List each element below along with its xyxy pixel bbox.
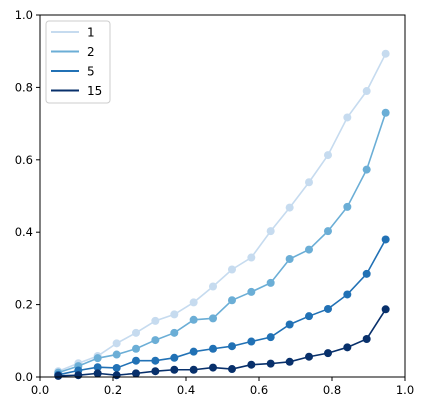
data-point xyxy=(266,278,275,287)
x-tick-label: 0.2 xyxy=(104,383,122,397)
y-tick-label: 0.0 xyxy=(15,370,33,384)
data-point xyxy=(170,353,179,362)
data-point xyxy=(227,296,236,305)
legend-item-1: 1 xyxy=(51,26,95,40)
data-point xyxy=(112,350,121,359)
series-line-5 xyxy=(58,239,387,376)
data-point xyxy=(227,265,236,274)
data-point xyxy=(266,333,275,342)
data-point xyxy=(285,357,294,366)
data-point xyxy=(209,344,218,353)
legend-box xyxy=(45,20,111,104)
data-point xyxy=(93,354,102,363)
data-point xyxy=(247,337,256,346)
data-point xyxy=(189,315,198,324)
data-point xyxy=(285,320,294,329)
data-point xyxy=(362,87,371,96)
data-point xyxy=(323,151,332,160)
data-point xyxy=(112,339,121,348)
legend: 1 2 5 15 xyxy=(45,20,111,104)
y-tick-label: 1.0 xyxy=(15,8,33,22)
data-point xyxy=(285,254,294,263)
legend-item-5: 5 xyxy=(51,65,95,79)
data-point xyxy=(189,298,198,307)
x-tick-label: 1.0 xyxy=(396,383,414,397)
data-point xyxy=(247,253,256,262)
data-point xyxy=(170,365,179,374)
data-point xyxy=(151,336,160,345)
data-point xyxy=(305,312,313,321)
data-point xyxy=(189,347,198,356)
data-point xyxy=(74,371,83,380)
data-point xyxy=(247,360,256,369)
y-axis: 0.0 0.2 0.4 0.6 0.8 1.0 xyxy=(15,8,40,384)
plot-frame xyxy=(39,14,406,378)
data-point xyxy=(343,290,352,299)
data-point xyxy=(227,342,236,351)
series-line-15 xyxy=(58,308,387,377)
data-point xyxy=(132,356,140,365)
data-point xyxy=(247,287,256,296)
data-point xyxy=(170,310,179,319)
x-tick-label: 0.8 xyxy=(323,383,341,397)
data-point xyxy=(189,365,198,374)
data-point xyxy=(343,113,352,122)
legend-label: 5 xyxy=(87,65,95,79)
series-1 xyxy=(54,49,390,376)
legend-item-2: 2 xyxy=(51,45,95,59)
data-point xyxy=(323,349,332,358)
series-layer xyxy=(54,49,390,380)
data-point xyxy=(112,363,121,372)
data-point xyxy=(266,227,275,236)
series-15 xyxy=(54,305,390,380)
x-axis: 0.0 0.2 0.4 0.6 0.8 1.0 xyxy=(31,377,414,397)
data-point xyxy=(323,227,332,236)
data-point xyxy=(362,269,371,278)
data-point xyxy=(381,49,390,58)
data-point xyxy=(54,371,63,380)
series-2 xyxy=(54,108,390,377)
y-tick-label: 0.4 xyxy=(15,225,33,239)
y-tick-label: 0.6 xyxy=(15,153,33,167)
series-5 xyxy=(54,235,390,379)
data-point xyxy=(323,304,332,313)
data-point xyxy=(151,367,160,376)
data-point xyxy=(93,369,102,378)
data-point xyxy=(362,334,371,343)
legend-label: 1 xyxy=(87,26,95,40)
data-point xyxy=(170,328,179,337)
data-point xyxy=(93,363,102,372)
data-point xyxy=(285,203,294,212)
data-point xyxy=(209,363,218,372)
x-tick-label: 0.4 xyxy=(177,383,195,397)
data-point xyxy=(381,305,390,314)
data-point xyxy=(305,178,313,187)
data-point xyxy=(381,108,390,117)
data-point xyxy=(305,245,313,254)
data-point xyxy=(343,202,352,211)
data-point xyxy=(266,359,275,368)
data-point xyxy=(305,352,313,361)
legend-label: 15 xyxy=(87,84,102,98)
data-point xyxy=(132,344,140,353)
data-point xyxy=(227,365,236,374)
legend-label: 2 xyxy=(87,45,95,59)
y-tick-label: 0.2 xyxy=(15,298,33,312)
data-point xyxy=(132,369,140,378)
data-point xyxy=(381,235,390,244)
y-tick-label: 0.8 xyxy=(15,80,33,94)
data-point xyxy=(209,282,218,291)
series-line-2 xyxy=(58,112,387,374)
data-point xyxy=(362,165,371,174)
data-point xyxy=(151,356,160,365)
data-point xyxy=(132,328,140,337)
legend-item-15: 15 xyxy=(51,84,102,98)
data-point xyxy=(151,316,160,325)
data-point xyxy=(112,371,121,380)
data-point xyxy=(209,314,218,323)
data-point xyxy=(343,343,352,352)
x-tick-label: 0.0 xyxy=(31,383,49,397)
x-tick-label: 0.6 xyxy=(250,383,268,397)
